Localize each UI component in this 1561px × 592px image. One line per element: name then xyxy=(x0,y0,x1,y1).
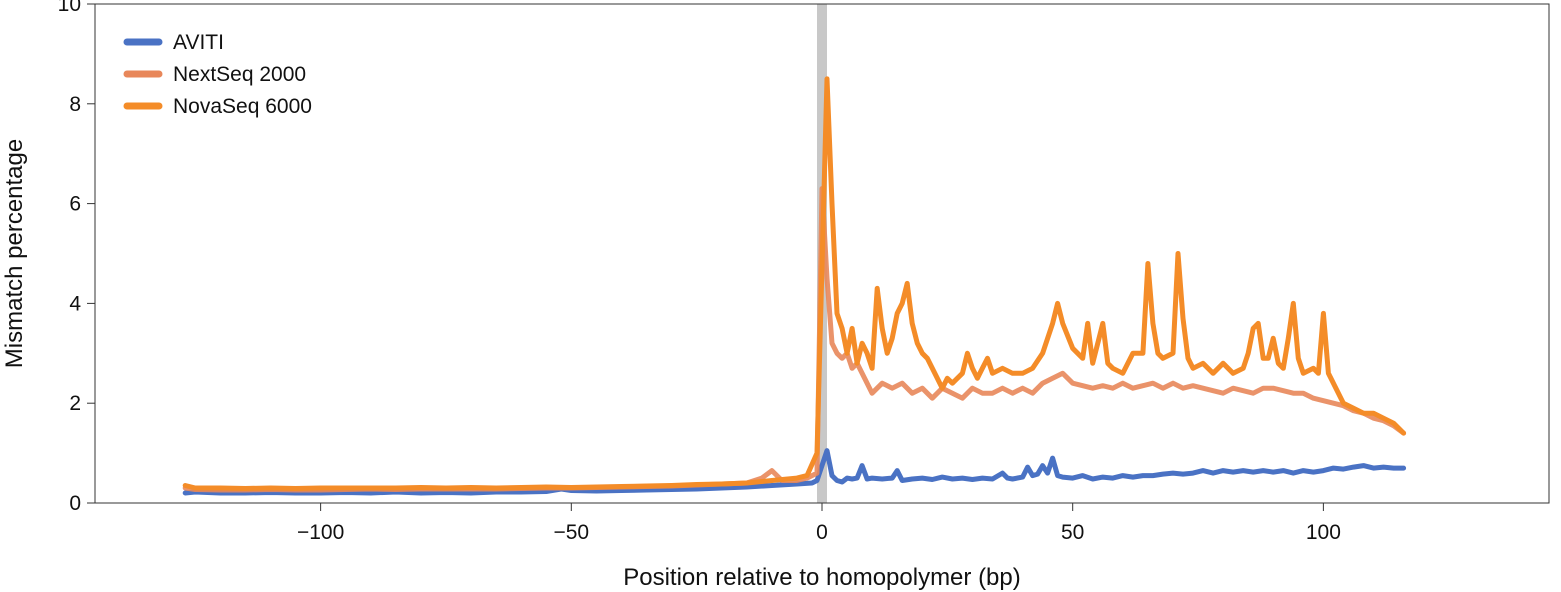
x-tick-label: −50 xyxy=(553,521,589,544)
y-tick-label: 10 xyxy=(58,0,81,16)
legend-label-novaseq: NovaSeq 6000 xyxy=(173,95,312,118)
x-axis-title: Position relative to homopolymer (bp) xyxy=(623,564,1021,591)
x-tick-label: 50 xyxy=(1061,521,1084,544)
series-line-nextseq-2000 xyxy=(182,186,1407,493)
tick-layer: −100 −50 0 50 100 0 2 4 6 8 10 xyxy=(58,0,1341,544)
x-tick-label: 0 xyxy=(816,521,828,544)
x-tick-label: 100 xyxy=(1306,521,1341,544)
y-axis-title: Mismatch percentage xyxy=(1,139,28,368)
legend-label-nextseq: NextSeq 2000 xyxy=(173,63,306,86)
legend-label-aviti: AVITI xyxy=(173,31,224,54)
legend: AVITI NextSeq 2000 NovaSeq 6000 xyxy=(123,31,312,118)
y-tick-label: 6 xyxy=(69,193,81,216)
y-tick-label: 2 xyxy=(69,392,81,415)
series-layer xyxy=(182,76,1407,496)
y-tick-label: 0 xyxy=(69,492,81,515)
series-line-novaseq-6000 xyxy=(182,76,1407,491)
x-tick-label: −100 xyxy=(297,521,344,544)
y-tick-label: 4 xyxy=(69,292,81,315)
y-tick-label: 8 xyxy=(69,93,81,116)
